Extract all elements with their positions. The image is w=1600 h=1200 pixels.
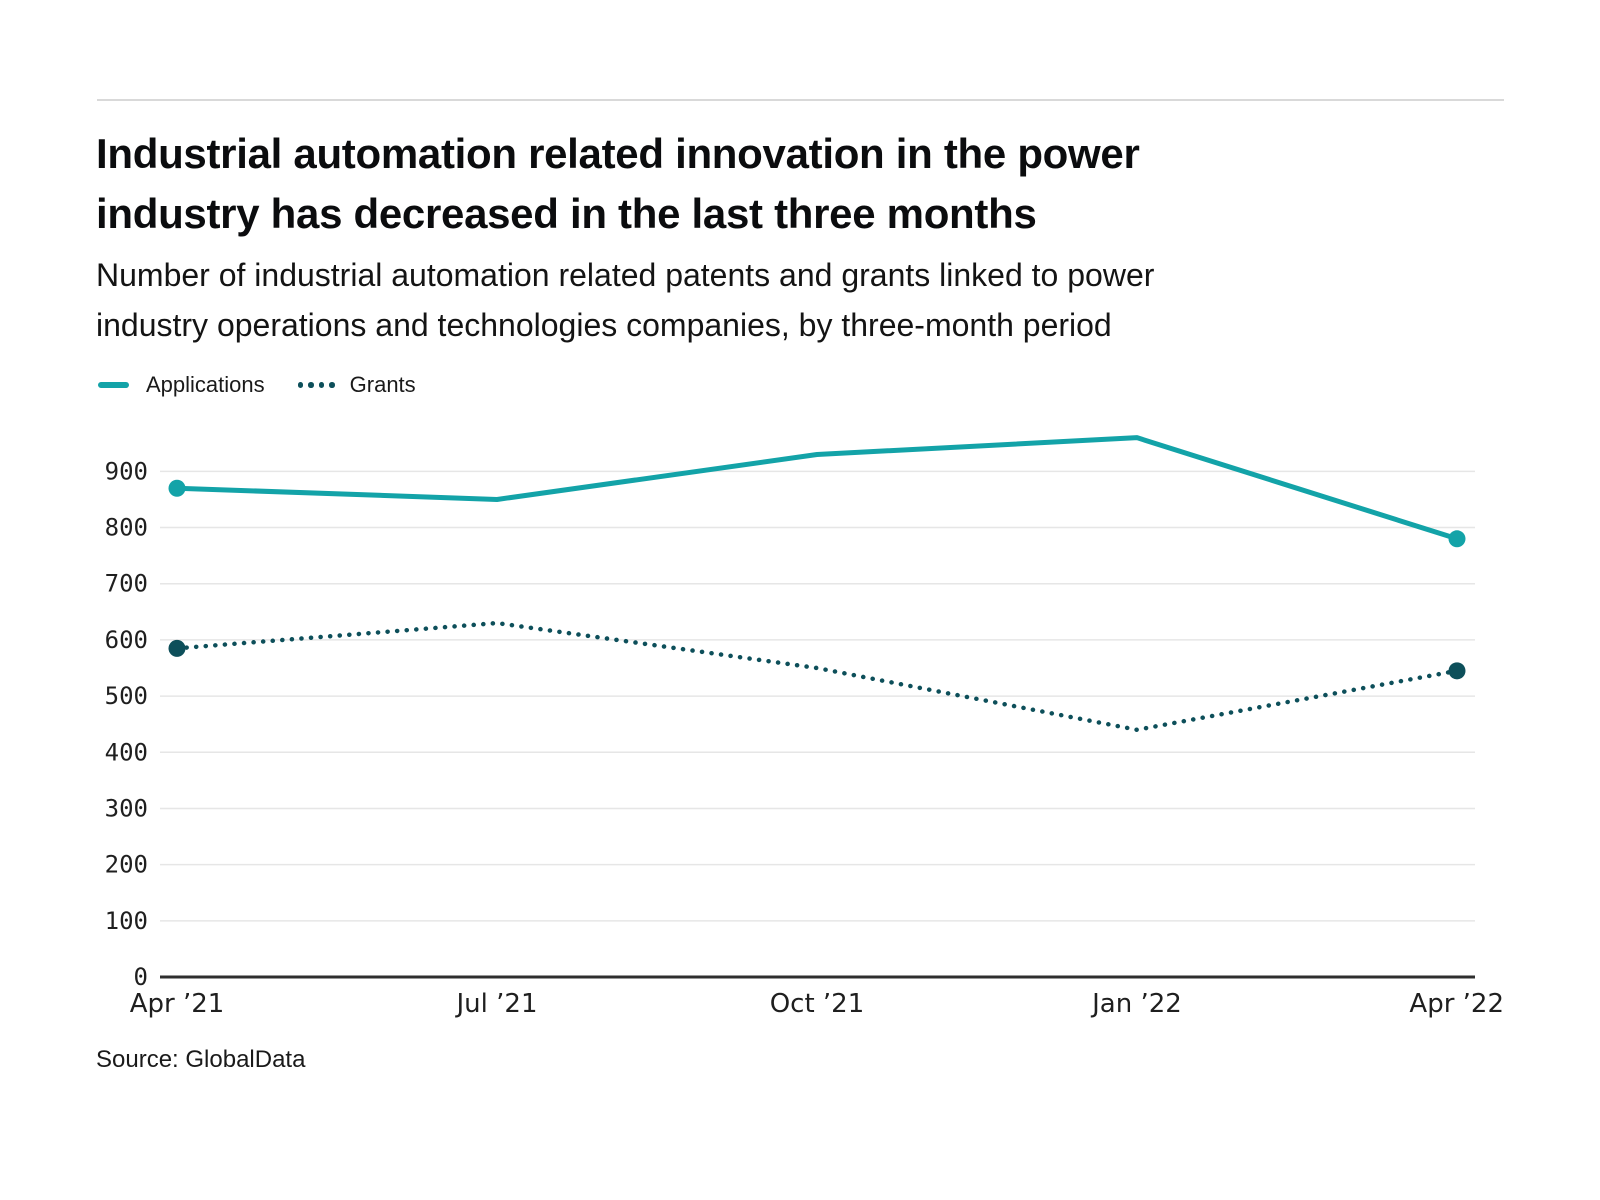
grants-endpoint-marker bbox=[1448, 662, 1466, 680]
grants-endpoint-marker bbox=[168, 639, 186, 657]
top-divider bbox=[97, 99, 1504, 101]
legend-label-applications: Applications bbox=[146, 372, 265, 397]
y-tick-label: 900 bbox=[105, 457, 148, 485]
x-tick-label: Jan ’22 bbox=[1090, 989, 1182, 1019]
y-tick-label: 100 bbox=[105, 907, 148, 935]
source-note: Source: GlobalData bbox=[96, 1046, 306, 1073]
x-tick-label: Apr ’22 bbox=[1409, 989, 1504, 1019]
x-tick-label: Apr ’21 bbox=[130, 989, 225, 1019]
chart-subtitle: Number of industrial automation related … bbox=[96, 257, 1155, 343]
legend-label-grants: Grants bbox=[349, 372, 416, 397]
grants-dotted-swatch-icon bbox=[297, 382, 335, 388]
applications-line bbox=[174, 435, 1460, 542]
legend: Applications Grants bbox=[98, 370, 416, 400]
applications-line-swatch-icon bbox=[98, 382, 129, 388]
grants-line bbox=[174, 620, 1460, 733]
page-title: Industrial automation related innovation… bbox=[96, 130, 1140, 237]
y-tick-label: 400 bbox=[105, 738, 148, 766]
x-tick-label: Oct ’21 bbox=[770, 989, 865, 1019]
x-tick-label: Jul ’21 bbox=[455, 989, 538, 1019]
y-tick-label: 0 bbox=[134, 963, 148, 991]
y-tick-label: 600 bbox=[105, 626, 148, 654]
y-tick-label: 500 bbox=[105, 682, 148, 710]
line-chart: 0 100 200 300 400 500 600 700 800 900 Apr ’21 Jul ’… bbox=[105, 435, 1504, 1019]
applications-endpoint-marker bbox=[1448, 530, 1466, 548]
y-tick-label: 300 bbox=[105, 794, 148, 822]
y-tick-label: 800 bbox=[105, 514, 148, 542]
applications-endpoint-marker bbox=[168, 479, 186, 497]
y-tick-label: 700 bbox=[105, 570, 148, 598]
y-tick-label: 200 bbox=[105, 851, 148, 879]
